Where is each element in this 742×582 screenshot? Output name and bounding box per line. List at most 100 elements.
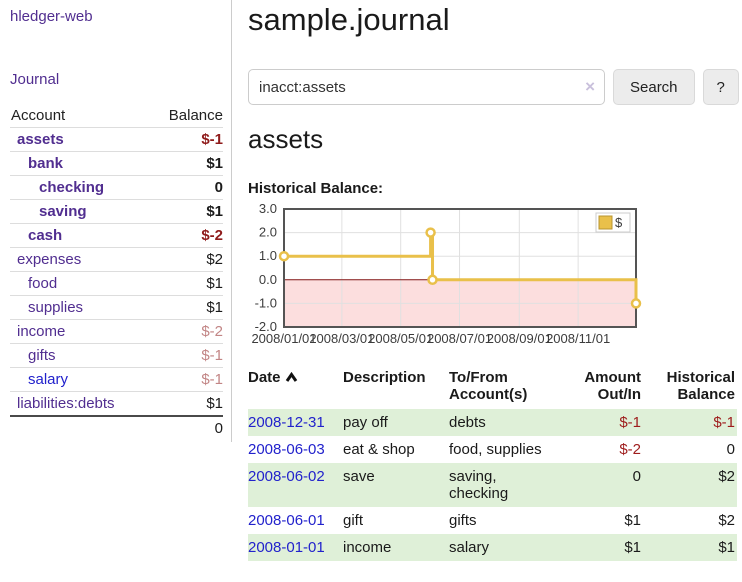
account-balance: 0 bbox=[149, 175, 223, 200]
account-link-salary[interactable]: salary bbox=[28, 371, 69, 388]
y-axis-label: 0.0 bbox=[259, 272, 277, 287]
register-header-amount[interactable]: Amount Out/In bbox=[584, 369, 641, 403]
x-axis-label: 2008/07/01 bbox=[427, 331, 492, 346]
account-row: income $-2 bbox=[10, 319, 223, 344]
account-row: bank $1 bbox=[10, 151, 223, 176]
register-table: Date Description To/From Account(s) Amou… bbox=[248, 365, 737, 561]
register-header-accounts[interactable]: To/From Account(s) bbox=[449, 369, 528, 403]
transaction-description: eat & shop bbox=[343, 441, 415, 458]
account-link-checking[interactable]: checking bbox=[39, 179, 105, 196]
x-axis-label: 2008/11/01 bbox=[546, 331, 610, 346]
data-point-marker bbox=[278, 250, 290, 262]
transaction-balance: $2 bbox=[718, 512, 735, 529]
transaction-date-link[interactable]: 2008-01-01 bbox=[248, 539, 325, 556]
sidebar-item-journal[interactable]: Journal bbox=[10, 71, 60, 88]
transaction-balance: 0 bbox=[726, 441, 735, 458]
chart-frame bbox=[283, 208, 637, 328]
chart-title: Historical Balance: bbox=[248, 180, 384, 197]
account-row: assets $-1 bbox=[10, 127, 223, 152]
account-link-income[interactable]: income bbox=[17, 323, 66, 340]
account-balance: $-1 bbox=[149, 343, 223, 368]
historical-balance-chart[interactable]: 3.0 2.0 1.0 0.0 -1.0 -2.02008/01/012008/03/01… bbox=[248, 201, 642, 352]
account-balance: $-1 bbox=[149, 367, 223, 392]
transaction-row: 2008-06-03 eat & shop food, supplies $-2 0 bbox=[248, 436, 737, 463]
clear-search-icon[interactable]: × bbox=[585, 77, 595, 96]
account-link-gifts[interactable]: gifts bbox=[28, 347, 56, 364]
accounts-table: Account Balance assets $-1 bank $1 checking 0… bbox=[10, 104, 223, 440]
transaction-balance: $1 bbox=[718, 539, 735, 556]
account-balance: $1 bbox=[149, 391, 223, 416]
account-row: checking 0 bbox=[10, 175, 223, 200]
legend-label: $ bbox=[615, 215, 623, 230]
account-balance: $1 bbox=[149, 295, 223, 320]
transaction-amount: $1 bbox=[624, 512, 641, 529]
account-link-expenses[interactable]: expenses bbox=[17, 251, 82, 268]
account-balance: $1 bbox=[149, 271, 223, 296]
x-axis-label: 2008/01/01 bbox=[251, 331, 316, 346]
transaction-date-link[interactable]: 2008-06-01 bbox=[248, 512, 325, 529]
y-axis-label: -2.0 bbox=[255, 319, 277, 334]
account-row: expenses $2 bbox=[10, 247, 223, 272]
legend-swatch bbox=[598, 215, 613, 230]
transaction-accounts: salary bbox=[449, 539, 490, 556]
transaction-row: 2008-06-02 save saving, checking 0 $2 bbox=[248, 463, 737, 507]
account-link-bank[interactable]: bank bbox=[28, 155, 64, 172]
account-balance: $1 bbox=[149, 199, 223, 224]
app-title: hledger-web bbox=[10, 8, 223, 25]
accounts-total-spacer bbox=[10, 415, 150, 440]
sort-ascending-icon bbox=[285, 372, 297, 382]
transaction-amount: $-2 bbox=[619, 441, 641, 458]
y-axis-label: 2.0 bbox=[259, 225, 277, 240]
x-axis-label: 2008/03/01 bbox=[309, 331, 374, 346]
data-point-marker bbox=[425, 227, 436, 238]
transaction-row: 2008-01-01 income salary $1 $1 bbox=[248, 534, 737, 561]
transaction-date-link[interactable]: 2008-12-31 bbox=[248, 414, 325, 431]
account-row: salary $-1 bbox=[10, 367, 223, 392]
search-input[interactable] bbox=[248, 69, 605, 105]
account-link-supplies[interactable]: supplies bbox=[28, 299, 84, 316]
data-point-marker bbox=[427, 274, 438, 286]
transaction-date-link[interactable]: 2008-06-03 bbox=[248, 441, 325, 458]
app-title-link[interactable]: hledger-web bbox=[10, 8, 93, 25]
transaction-accounts: food, supplies bbox=[449, 441, 542, 458]
transaction-description: pay off bbox=[343, 414, 388, 431]
main-content: sample.journal × Search ? assets Histori… bbox=[232, 0, 742, 582]
account-link-saving[interactable]: saving bbox=[39, 203, 87, 220]
account-balance: $-2 bbox=[149, 223, 223, 248]
account-link-cash[interactable]: cash bbox=[28, 227, 63, 244]
transaction-accounts: saving, checking bbox=[449, 468, 509, 502]
sidebar: hledger-web Journal Account Balance asse… bbox=[0, 0, 232, 442]
search-form: × Search ? bbox=[248, 69, 739, 105]
account-balance: $2 bbox=[149, 247, 223, 272]
accounts-body: assets $-1 bank $1 checking 0 saving $1 cash $-2 e… bbox=[10, 127, 223, 416]
account-row: saving $1 bbox=[10, 199, 223, 224]
account-row: liabilities:debts $1 bbox=[10, 391, 223, 416]
account-link-food[interactable]: food bbox=[28, 275, 58, 292]
transaction-row: 2008-06-01 gift gifts $1 $2 bbox=[248, 507, 737, 534]
help-button[interactable]: ? bbox=[702, 69, 739, 105]
accounts-header-balance: Balance bbox=[168, 107, 223, 124]
register-header-balance[interactable]: Historical Balance bbox=[666, 369, 735, 403]
register-header-date[interactable]: Date bbox=[248, 365, 343, 409]
account-link-liabilities-debts[interactable]: liabilities:debts bbox=[17, 395, 115, 412]
transaction-accounts: gifts bbox=[449, 512, 477, 529]
account-title: assets bbox=[248, 124, 324, 154]
register-header-description[interactable]: Description bbox=[343, 369, 426, 386]
transaction-balance: $-1 bbox=[713, 414, 735, 431]
y-axis-label: 1.0 bbox=[259, 248, 277, 263]
accounts-total-row: 0 bbox=[10, 415, 223, 440]
account-balance: $1 bbox=[149, 151, 223, 176]
account-row: food $1 bbox=[10, 271, 223, 296]
account-balance: $-1 bbox=[149, 127, 223, 152]
account-row: cash $-2 bbox=[10, 223, 223, 248]
transaction-date-link[interactable]: 2008-06-02 bbox=[248, 468, 325, 485]
account-link-assets[interactable]: assets bbox=[17, 131, 64, 148]
transaction-amount: $1 bbox=[624, 539, 641, 556]
transaction-amount: $-1 bbox=[619, 414, 641, 431]
transaction-description: save bbox=[343, 468, 375, 485]
y-axis-label: -1.0 bbox=[255, 295, 277, 310]
transaction-description: income bbox=[343, 539, 392, 556]
page-title: sample.journal bbox=[248, 2, 450, 37]
transaction-description: gift bbox=[343, 512, 364, 529]
search-button[interactable]: Search bbox=[613, 69, 695, 105]
